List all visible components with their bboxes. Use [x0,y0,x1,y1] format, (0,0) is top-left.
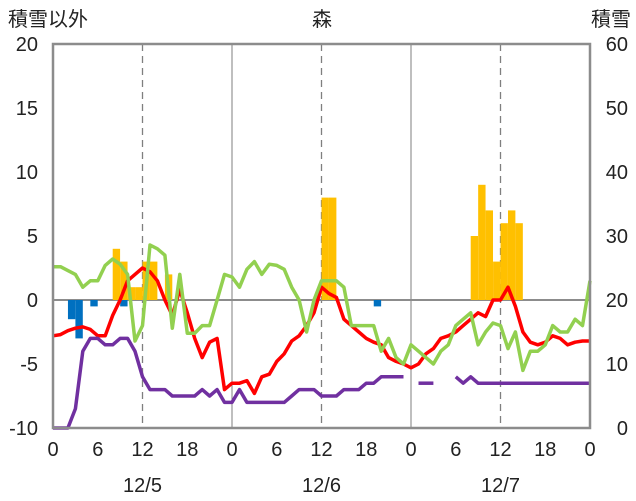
left-y-tick-label: 10 [16,162,38,184]
x-tick-label: 6 [450,439,461,461]
x-ticks: 0 6 12 18 0 6 12 18 0 6 12 18 0 [47,439,595,461]
x-tick-label: 18 [176,439,198,461]
bar [373,300,382,307]
left-y-tick-label: 5 [27,226,38,248]
plot-frame [51,42,592,430]
left-y-tick-label: 15 [16,98,38,120]
bar [485,210,494,300]
x-tick-label: 18 [534,439,556,461]
bar [493,261,501,300]
bar [500,223,508,300]
date-label: 12/5 [123,475,162,497]
left-y-ticks: 20 15 10 5 0 -5 -10 [9,34,38,440]
right-y-tick-label: 20 [606,290,628,312]
right-y-tick-label: 60 [606,34,628,56]
left-y-tick-label: -10 [9,418,38,440]
series-line [454,375,590,385]
date-label: 12/7 [481,475,520,497]
left-y-tick-label: -5 [20,354,38,376]
bar [328,197,337,300]
bar [120,300,128,307]
x-tick-label: 0 [405,439,416,461]
x-tick-label: 6 [92,439,103,461]
chart-title: 森 [312,7,332,31]
x-tick-label: 0 [584,439,595,461]
series-line [53,243,592,373]
left-axis-label: 積雪以外 [8,7,88,31]
right-y-tick-label: 50 [606,98,628,120]
left-y-tick-label: 0 [27,290,38,312]
bar [515,223,523,300]
plot-area [51,42,592,430]
bar [321,197,329,300]
bar [478,184,486,300]
x-tick-label: 18 [355,439,377,461]
series-line [52,266,590,396]
right-axis-label: 積雪 [591,7,631,31]
bar [120,261,128,300]
bar [67,300,76,320]
right-y-tick-label: 30 [606,226,628,248]
right-y-tick-label: 10 [606,354,628,376]
bar [75,300,83,339]
date-labels: 12/5 12/6 12/7 [123,475,520,497]
right-y-ticks: 60 50 40 30 20 10 0 [606,34,628,440]
x-tick-label: 6 [271,439,282,461]
bar [112,248,121,300]
bar [470,236,479,300]
x-tick-label: 0 [226,439,237,461]
right-y-tick-label: 0 [617,418,628,440]
bar [149,261,158,300]
right-y-tick-label: 40 [606,162,628,184]
bar [135,287,143,300]
bar [90,300,98,307]
x-tick-label: 0 [47,439,58,461]
series-line [53,336,404,430]
bar [507,210,516,300]
date-label: 12/6 [302,475,341,497]
left-y-tick-label: 20 [16,34,38,56]
x-tick-label: 12 [310,439,332,461]
x-tick-label: 12 [131,439,153,461]
x-tick-label: 12 [489,439,511,461]
